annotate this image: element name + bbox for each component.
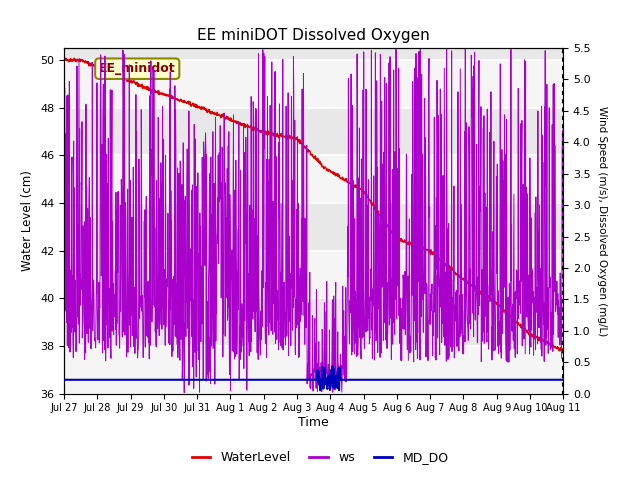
Bar bbox=[64, 251, 563, 298]
X-axis label: Time: Time bbox=[298, 416, 329, 429]
Y-axis label: Water Level (cm): Water Level (cm) bbox=[22, 170, 35, 271]
Legend: WaterLevel, ws, MD_DO: WaterLevel, ws, MD_DO bbox=[187, 446, 453, 469]
Y-axis label: Wind Speed (m/s), Dissolved Oxygen (mg/L): Wind Speed (m/s), Dissolved Oxygen (mg/L… bbox=[597, 106, 607, 336]
Text: EE_minidot: EE_minidot bbox=[99, 62, 175, 75]
Title: EE miniDOT Dissolved Oxygen: EE miniDOT Dissolved Oxygen bbox=[197, 28, 430, 43]
Bar bbox=[64, 155, 563, 203]
Bar bbox=[64, 60, 563, 108]
Bar bbox=[64, 346, 563, 394]
